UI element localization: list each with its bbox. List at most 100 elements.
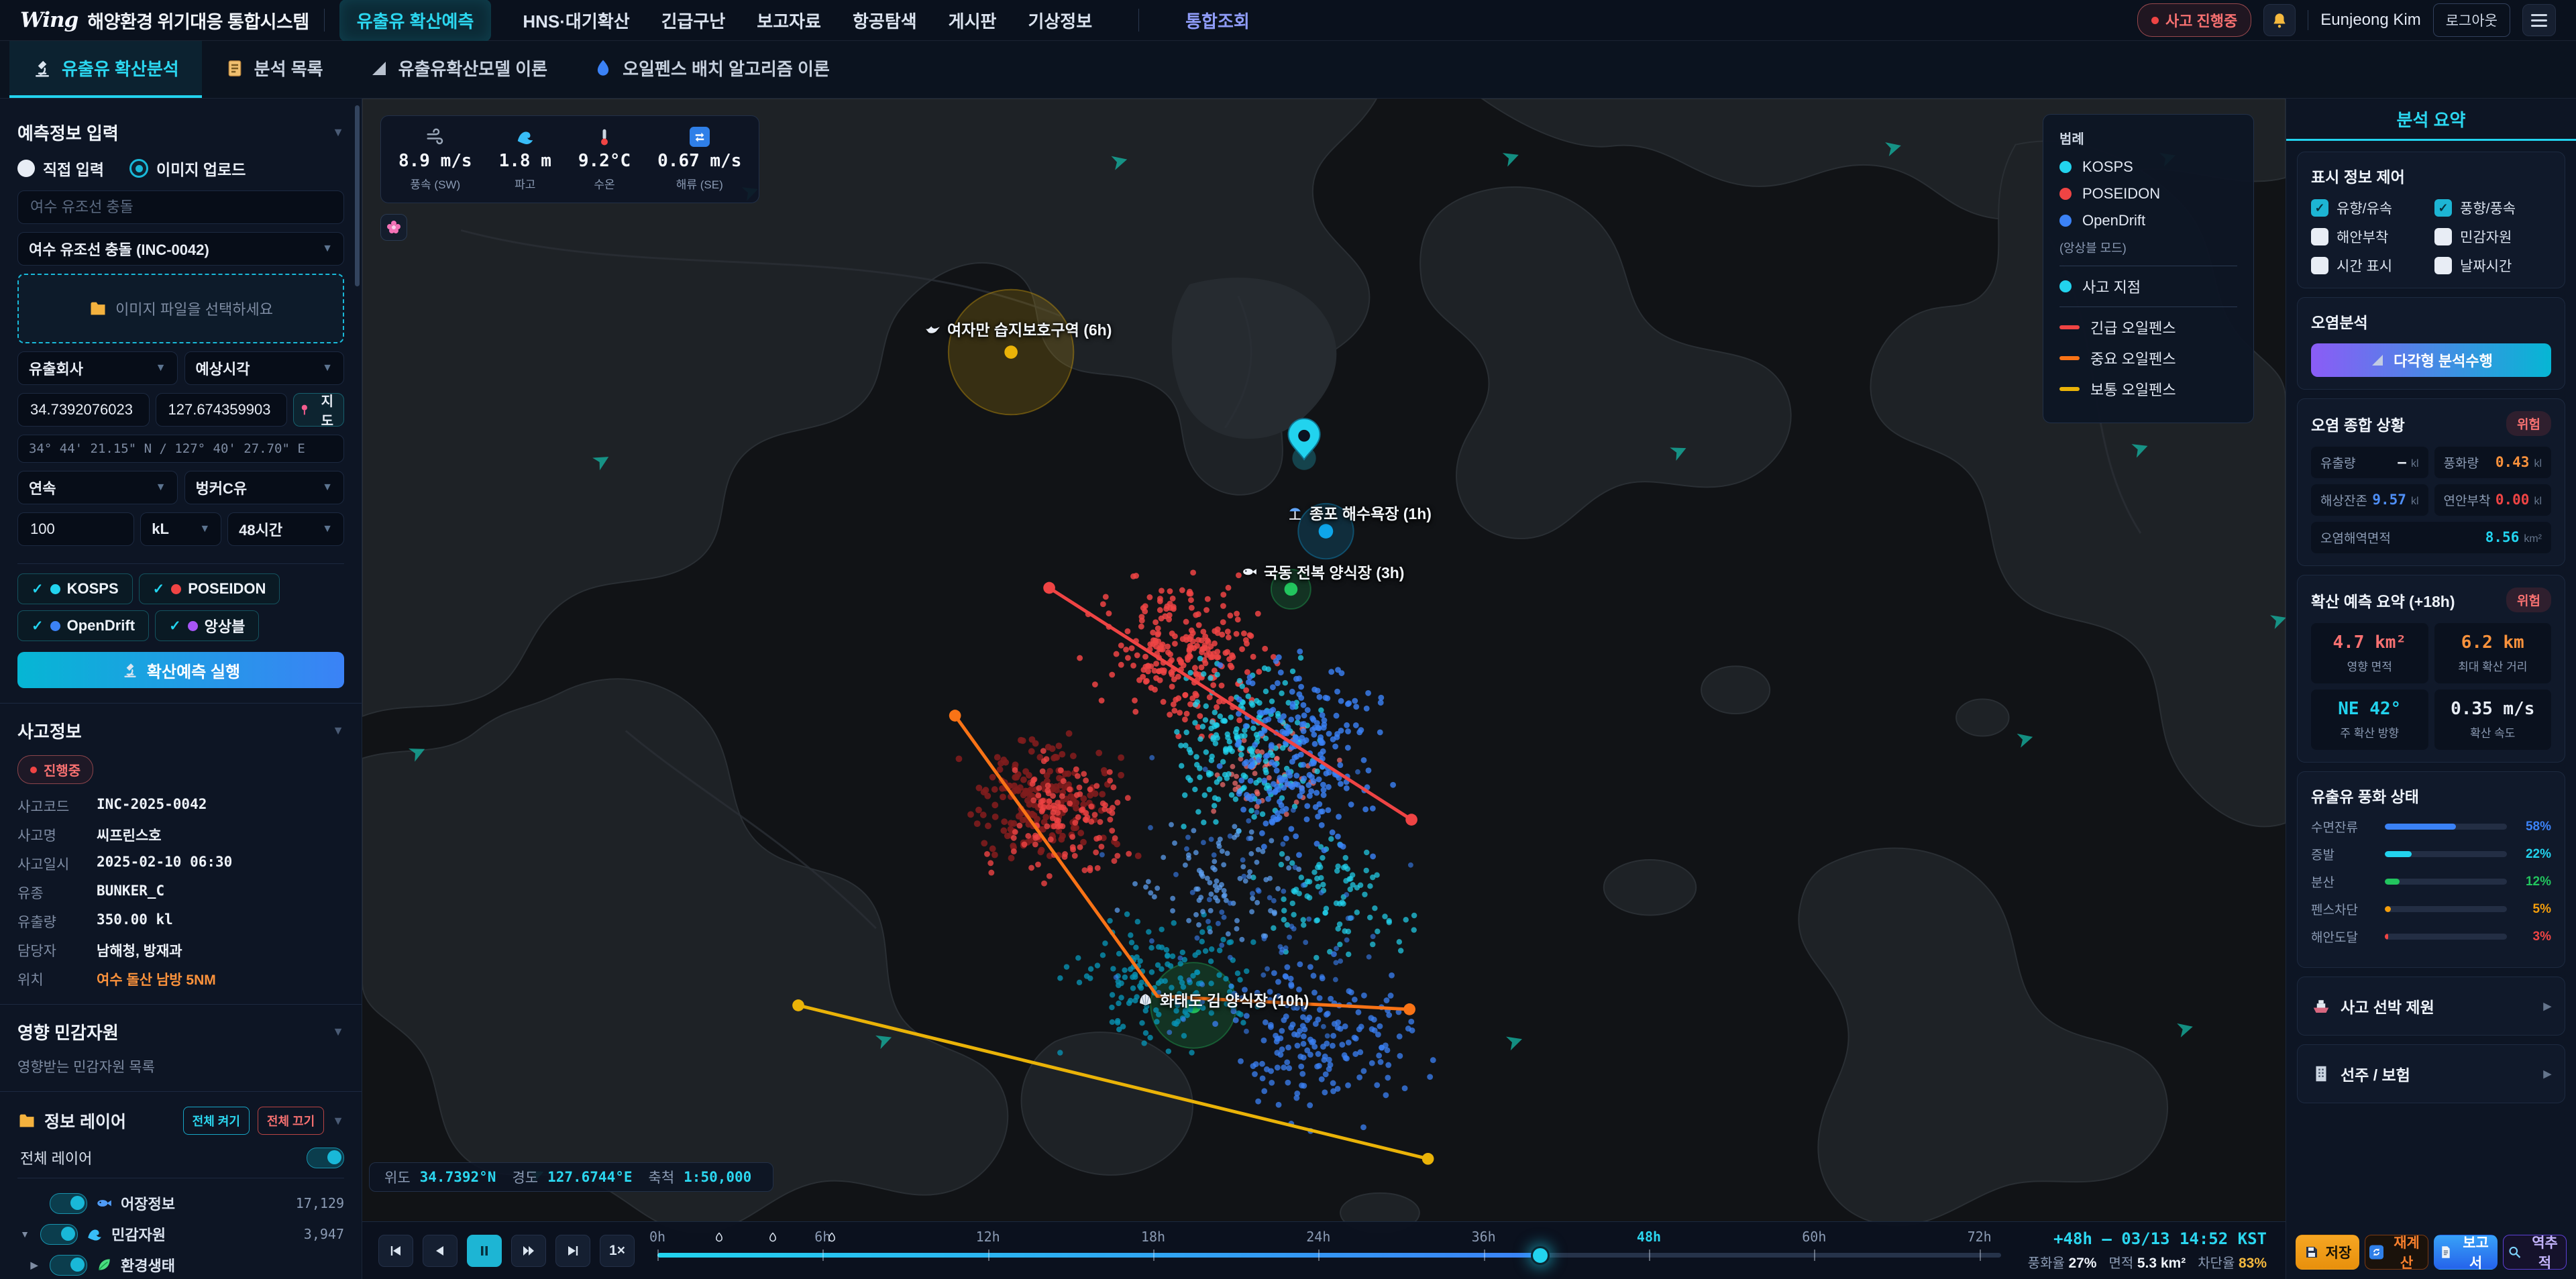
display-option-시간 표시[interactable]: ✓ 시간 표시 bbox=[2311, 256, 2428, 276]
nav-item-기상정보[interactable]: 기상정보 bbox=[1028, 11, 1093, 32]
layers-all-off-button[interactable]: 전체 끄기 bbox=[257, 1107, 325, 1135]
sidebar-scrollbar[interactable] bbox=[355, 105, 360, 286]
nav-item-HNS·대기확산[interactable]: HNS·대기확산 bbox=[523, 11, 630, 32]
tab-bar: 유출유 확산분석 분석 목록 유출유확산모델 이론 오일펜스 배치 알고리즘 이론 bbox=[0, 41, 2576, 99]
layers-section-header: 정보 레이어 전체 켜기 전체 끄기 ▼ bbox=[17, 1107, 344, 1135]
layers-all-on-button[interactable]: 전체 켜기 bbox=[182, 1107, 250, 1135]
ship-spec-card[interactable]: 사고 선박 제원 ▶ bbox=[2297, 977, 2565, 1036]
slider-thumb[interactable] bbox=[1530, 1245, 1550, 1265]
model-toggle-OpenDrift[interactable]: ✓ OpenDrift bbox=[17, 610, 150, 641]
notifications-button[interactable] bbox=[2263, 4, 2296, 36]
expected-time-select[interactable]: 예상시각 ▼ bbox=[184, 351, 344, 385]
radio-direct-input[interactable]: 직접 입력 bbox=[17, 157, 104, 180]
display-option-날짜시간[interactable]: ✓ 날짜시간 bbox=[2434, 256, 2551, 276]
display-option-유향/유속[interactable]: ✓ 유향/유속 bbox=[2311, 198, 2428, 218]
skip-end-button[interactable] bbox=[555, 1234, 590, 1267]
slider-groove[interactable]: 0h 6h 12h 18h 24h 36h 48h 60h 72h bbox=[649, 1229, 2001, 1265]
step-back-button[interactable] bbox=[423, 1234, 458, 1267]
duration-select[interactable]: 48시간 ▼ bbox=[227, 512, 344, 546]
map-base-svg bbox=[362, 99, 2286, 1260]
layer-toggle-어장정보[interactable] bbox=[50, 1192, 87, 1214]
chevron-right-icon[interactable]: ▶ bbox=[30, 1259, 38, 1270]
nav-item-보고자료[interactable]: 보고자료 bbox=[757, 11, 821, 32]
logout-button[interactable]: 로그아웃 bbox=[2432, 3, 2510, 37]
incident-row-label: 사고일시 bbox=[17, 857, 70, 873]
coordbar-text: 1:50,000 bbox=[684, 1169, 752, 1185]
nav-item-항공탐색[interactable]: 항공탐색 bbox=[852, 11, 917, 32]
nav-item-통합조회[interactable]: 통합조회 bbox=[1185, 11, 1250, 32]
tab-오일펜스 배치 알고리즘 이론[interactable]: 오일펜스 배치 알고리즘 이론 bbox=[570, 41, 853, 98]
company-select[interactable]: 유출회사 ▼ bbox=[17, 351, 178, 385]
map-legend: 범례 KOSPS POSEIDON OpenDrift (앙상블 모드) 사고 지점 긴급 … bbox=[2043, 114, 2254, 423]
action-역추적[interactable]: 역추적 bbox=[2503, 1235, 2567, 1271]
card-title: 확산 예측 요약 (+18h) bbox=[2311, 592, 2455, 610]
incident-section-header[interactable]: 사고정보 ▼ bbox=[17, 718, 344, 743]
layer-toggle-환경생태[interactable] bbox=[50, 1254, 87, 1276]
map-coordinates-bar: 위도 34.7392°N 경도 127.6744°E 축척 1:50,000 bbox=[369, 1162, 774, 1192]
card-title: 오염분석 bbox=[2311, 314, 2368, 331]
playback-speed-button[interactable]: 1× bbox=[600, 1234, 635, 1267]
chevron-down-icon[interactable]: ▼ bbox=[20, 1229, 30, 1239]
fast-forward-button[interactable] bbox=[511, 1234, 546, 1267]
time-slider[interactable]: 0h 6h 12h 18h 24h 36h 48h 60h 72h bbox=[649, 1222, 2019, 1279]
legend-label: OpenDrift bbox=[2082, 212, 2146, 229]
spill-type-select[interactable]: 연속 ▼ bbox=[17, 471, 178, 504]
master-layer-toggle[interactable] bbox=[307, 1147, 344, 1168]
action-재계산[interactable]: 재계산 bbox=[2365, 1235, 2428, 1271]
model-toggle-POSEIDON[interactable]: ✓ POSEIDON bbox=[138, 573, 280, 604]
polygon-analysis-button[interactable]: 다각형 분석수행 bbox=[2311, 343, 2551, 377]
display-option-해안부착[interactable]: ✓ 해안부착 bbox=[2311, 227, 2428, 247]
longitude-input[interactable] bbox=[155, 393, 287, 427]
action-보고서[interactable]: 보고서 bbox=[2434, 1235, 2498, 1271]
pick-on-map-button[interactable]: 지도 bbox=[293, 393, 344, 429]
map-canvas[interactable]: 8.9 m/s 풍속 (SW) 1.8 m 파고 9.2°C 수온 0.67 m/s 해류 (… bbox=[362, 99, 2286, 1279]
pause-button[interactable] bbox=[467, 1234, 502, 1267]
stat-value-wrap: 8.56 km² bbox=[2485, 529, 2542, 546]
tab-분석 목록[interactable]: 분석 목록 bbox=[202, 41, 346, 98]
incident-search-input[interactable] bbox=[17, 190, 344, 224]
chevron-down-icon: ▼ bbox=[155, 362, 166, 374]
forecast-value: 6.2 km bbox=[2461, 632, 2524, 653]
prediction-section-header[interactable]: 예측정보 입력 ▼ bbox=[17, 120, 344, 145]
nav-item-유출유 확산예측[interactable]: 유출유 확산예측 bbox=[339, 0, 492, 42]
selected-value: 벙커C유 bbox=[195, 480, 248, 497]
sensitive-section-header[interactable]: 영향 민감자원 ▼ bbox=[17, 1019, 344, 1044]
hamburger-menu-button[interactable] bbox=[2522, 4, 2556, 36]
run-prediction-button[interactable]: 확산예측 실행 bbox=[17, 652, 344, 688]
stat-unit: kl bbox=[2410, 458, 2419, 469]
image-dropzone[interactable]: 이미지 파일을 선택하세요 bbox=[17, 274, 344, 343]
tab-유출유 확산분석[interactable]: 유출유 확산분석 bbox=[9, 41, 202, 98]
tab-유출유확산모델 이론[interactable]: 유출유확산모델 이론 bbox=[346, 41, 571, 98]
model-toggle-앙상블[interactable]: ✓ 앙상블 bbox=[155, 610, 260, 641]
legend-model-KOSPS: KOSPS bbox=[2059, 158, 2237, 176]
nav-item-긴급구난[interactable]: 긴급구난 bbox=[661, 11, 726, 32]
nav-item-게시판[interactable]: 게시판 bbox=[948, 11, 997, 32]
display-option-풍향/풍속[interactable]: ✓ 풍향/풍속 bbox=[2434, 198, 2551, 218]
display-option-민감자원[interactable]: ✓ 민감자원 bbox=[2434, 227, 2551, 247]
model-toggle-KOSPS[interactable]: ✓ KOSPS bbox=[17, 573, 133, 604]
action-buttons: 저장 재계산 보고서 역추적 bbox=[2286, 1235, 2576, 1279]
badge-label: 진행중 bbox=[44, 764, 81, 779]
insurance-card[interactable]: 선주 / 보험 ▶ bbox=[2297, 1044, 2565, 1103]
stat-label: 오염해역면적 bbox=[2320, 532, 2391, 546]
skip-start-button[interactable] bbox=[378, 1234, 413, 1267]
section-title: 영향 민감자원 bbox=[17, 1023, 119, 1043]
action-저장[interactable]: 저장 bbox=[2296, 1235, 2359, 1270]
stat-label: 풍화량 bbox=[2443, 457, 2479, 471]
oil-type-select[interactable]: 벙커C유 ▼ bbox=[184, 471, 344, 504]
dropzone-label: 이미지 파일을 선택하세요 bbox=[115, 301, 273, 318]
latitude-input[interactable] bbox=[17, 393, 150, 427]
amount-input[interactable] bbox=[17, 512, 135, 546]
incident-select[interactable]: 여수 유조선 충돌 (INC-0042) ▼ bbox=[17, 232, 344, 266]
bar-label: 펜스차단 bbox=[2311, 903, 2358, 917]
tick-mark bbox=[1648, 1249, 1650, 1261]
layer-toggle-민감자원[interactable] bbox=[40, 1223, 78, 1245]
unit-select[interactable]: kL ▼ bbox=[140, 512, 222, 546]
radio-image-upload[interactable]: 이미지 업로드 bbox=[129, 157, 246, 180]
stat-value-wrap: 0.43 kl bbox=[2496, 454, 2542, 471]
map-tool-button[interactable] bbox=[380, 214, 407, 241]
card-title: 오염 종합 상황 bbox=[2311, 416, 2405, 434]
bar-fill bbox=[2385, 879, 2400, 885]
wave-icon bbox=[515, 127, 535, 147]
stat-unit: kl bbox=[2410, 496, 2419, 507]
